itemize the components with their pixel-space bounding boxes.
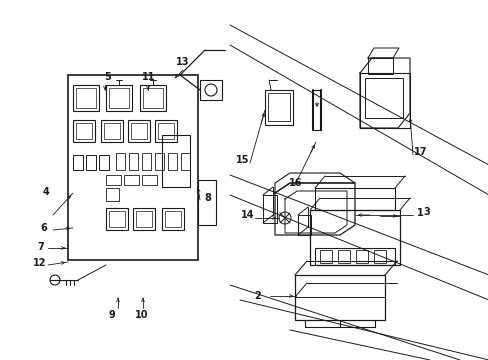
Bar	[109, 88, 129, 108]
Bar	[314, 248, 394, 265]
Bar	[73, 85, 99, 111]
Bar	[158, 123, 174, 139]
Bar	[367, 58, 392, 74]
Bar	[142, 88, 163, 108]
Bar	[297, 215, 310, 235]
Bar	[104, 123, 120, 139]
Text: 14: 14	[241, 210, 254, 220]
Bar	[116, 153, 125, 170]
Bar	[124, 175, 139, 185]
Text: 3: 3	[423, 207, 429, 217]
Text: 6: 6	[41, 223, 47, 233]
Bar	[263, 195, 276, 223]
Bar	[109, 211, 125, 227]
Bar	[359, 73, 409, 128]
Bar	[106, 85, 132, 111]
Bar	[181, 153, 190, 170]
Bar	[155, 153, 163, 170]
Text: 15: 15	[236, 155, 249, 165]
Text: 12: 12	[33, 258, 47, 268]
Text: 2: 2	[254, 291, 261, 301]
Bar	[106, 208, 128, 230]
Bar	[164, 211, 181, 227]
Text: 10: 10	[135, 310, 148, 320]
Bar	[136, 211, 152, 227]
Bar	[162, 208, 183, 230]
Bar	[155, 120, 177, 142]
Bar	[162, 135, 190, 187]
Bar	[140, 85, 165, 111]
Bar	[106, 175, 121, 185]
Bar	[128, 120, 150, 142]
Bar	[364, 78, 402, 118]
Bar	[198, 180, 216, 225]
Text: 4: 4	[42, 187, 49, 197]
Text: 13: 13	[176, 57, 189, 67]
Bar	[101, 120, 123, 142]
Bar	[264, 90, 292, 125]
Bar	[133, 208, 155, 230]
Bar	[99, 155, 109, 170]
Bar	[68, 75, 198, 260]
Bar	[76, 123, 92, 139]
Text: 8: 8	[204, 193, 211, 203]
Bar	[142, 153, 151, 170]
Bar	[142, 175, 157, 185]
Bar	[294, 275, 384, 320]
Bar	[76, 88, 96, 108]
Bar	[267, 93, 289, 121]
Text: 7: 7	[38, 242, 44, 252]
Bar	[86, 155, 96, 170]
Text: 16: 16	[289, 178, 302, 188]
Text: 17: 17	[413, 147, 427, 157]
Bar	[319, 250, 331, 263]
Text: 1: 1	[416, 208, 423, 218]
Bar	[314, 188, 394, 210]
Text: 11: 11	[142, 72, 156, 82]
Text: 9: 9	[108, 310, 115, 320]
Bar	[106, 188, 119, 201]
Bar	[129, 153, 138, 170]
Bar	[168, 153, 177, 170]
Bar	[131, 123, 147, 139]
Bar	[309, 210, 399, 265]
Text: 5: 5	[104, 72, 111, 82]
Bar	[373, 250, 385, 263]
Bar	[355, 250, 367, 263]
Bar	[200, 80, 222, 100]
Bar	[73, 155, 83, 170]
Bar	[73, 120, 95, 142]
Bar	[337, 250, 349, 263]
